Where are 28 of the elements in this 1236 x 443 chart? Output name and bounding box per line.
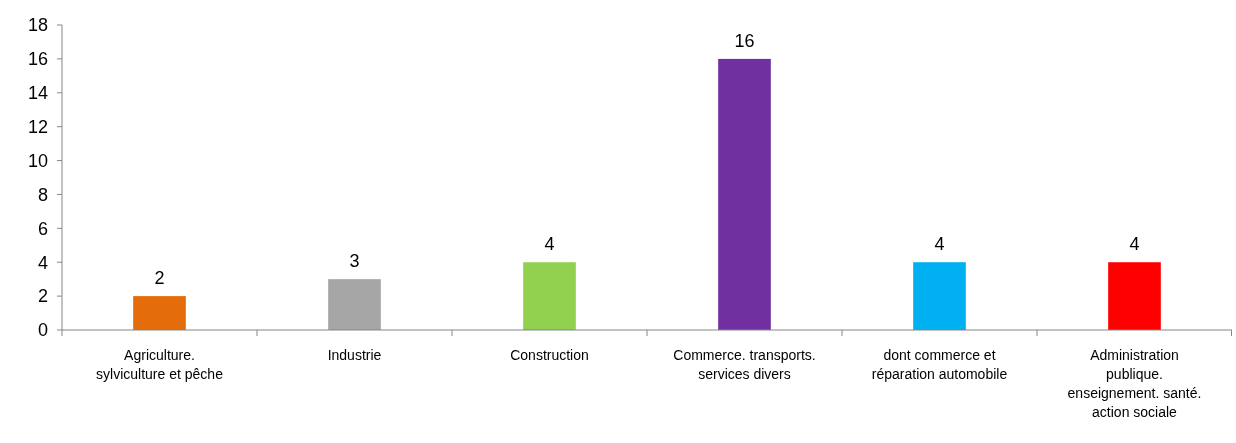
y-tick-label: 18 bbox=[27, 15, 48, 36]
data-label: 2 bbox=[154, 268, 165, 289]
bar bbox=[718, 58, 771, 330]
x-tick-label: Construction bbox=[510, 347, 589, 363]
data-label: 3 bbox=[349, 251, 360, 272]
y-tick-label: 10 bbox=[27, 150, 48, 171]
y-tick-label: 0 bbox=[37, 320, 48, 341]
x-tick-label: Administration publique. enseignement. santé. action sociale bbox=[1067, 347, 1202, 420]
y-tick-label: 14 bbox=[27, 83, 48, 104]
bar bbox=[328, 279, 381, 330]
y-tick-label: 2 bbox=[37, 286, 48, 307]
y-tick-label: 16 bbox=[27, 49, 48, 70]
bar bbox=[523, 262, 576, 330]
data-label: 16 bbox=[734, 30, 755, 51]
y-tick-label: 8 bbox=[37, 184, 48, 205]
data-label: 4 bbox=[1129, 234, 1140, 255]
bar bbox=[913, 262, 966, 330]
x-tick-label: Agriculture. sylviculture et pêche bbox=[96, 347, 224, 382]
y-tick-label: 6 bbox=[37, 218, 48, 239]
data-label: 4 bbox=[544, 234, 555, 255]
x-tick-label: Industrie bbox=[327, 347, 382, 363]
data-label: 4 bbox=[934, 234, 945, 255]
x-tick-label: dont commerce et réparation automobile bbox=[871, 347, 1008, 382]
y-tick-label: 12 bbox=[27, 116, 48, 137]
x-tick-label: Commerce. transports. services divers bbox=[673, 347, 816, 382]
y-tick-label: 4 bbox=[37, 252, 48, 273]
bar bbox=[1108, 262, 1161, 330]
bar bbox=[133, 296, 186, 330]
